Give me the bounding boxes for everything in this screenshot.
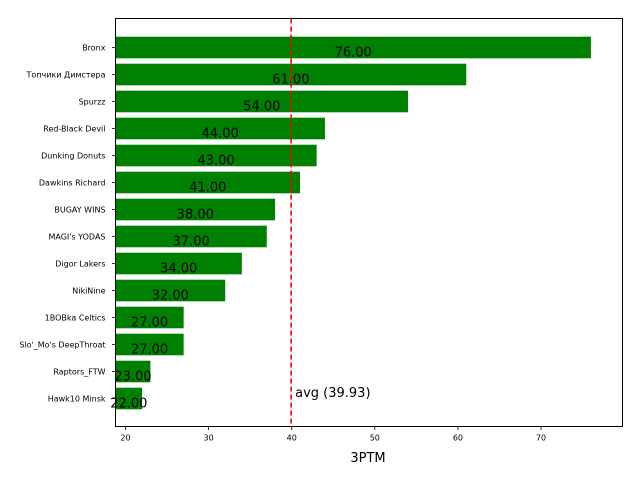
bar xyxy=(115,360,151,383)
bar xyxy=(115,387,143,410)
x-tick-label: 40 xyxy=(287,434,297,443)
bar-value-label: 27.00 xyxy=(131,316,168,331)
bar-value-label: 76.00 xyxy=(335,46,372,61)
bar-value-label: 22.00 xyxy=(110,397,147,412)
y-tick-label: MAGI's YODAS xyxy=(48,233,105,242)
x-axis-title: 3PTM xyxy=(350,451,385,466)
y-tick-label: BUGAY WINS xyxy=(54,206,105,215)
bar-value-label: 23.00 xyxy=(114,370,151,385)
y-tick-label: Hawk10 Minsk xyxy=(48,395,106,404)
bar xyxy=(115,144,317,167)
bar-value-label: 43.00 xyxy=(197,154,234,169)
y-tick-label: Bronx xyxy=(82,44,106,53)
bar xyxy=(115,333,184,356)
x-tick-label: 70 xyxy=(536,434,546,443)
y-tick-label: Slo'_Mo's DeepThroat xyxy=(19,341,105,350)
x-axis-ticks: 20 30 40 50 60 70 xyxy=(120,426,546,443)
bars-group xyxy=(115,36,591,410)
y-tick-label: Digor Lakers xyxy=(55,260,105,269)
bar xyxy=(115,171,301,194)
bar xyxy=(115,36,591,59)
bar-value-label: 44.00 xyxy=(202,127,239,142)
x-tick-label: 30 xyxy=(203,434,213,443)
y-tick-label: 1BOBka Celtics xyxy=(45,314,106,323)
bar-value-label: 34.00 xyxy=(160,262,197,277)
x-tick-label: 60 xyxy=(453,434,463,443)
y-tick-label: Red-Black Devil xyxy=(43,125,105,134)
bar xyxy=(115,198,276,221)
y-tick-label: Raptors_FTW xyxy=(53,368,105,377)
y-tick-label: Dawkins Richard xyxy=(39,179,106,188)
bar-value-label: 41.00 xyxy=(189,181,226,196)
bar xyxy=(115,252,242,275)
y-tick-label: Spurzz xyxy=(79,98,106,107)
value-labels-group: 76.00 61.00 54.00 44.00 43.00 41.00 38.00 37.00… xyxy=(110,46,372,412)
y-axis-ticks: Bronx Топчики Димстера Spurzz Red-Black Dev… xyxy=(19,44,116,404)
average-label: avg (39.93) xyxy=(295,386,370,401)
bar-value-label: 54.00 xyxy=(243,100,280,115)
bar xyxy=(115,90,409,113)
x-tick-label: 20 xyxy=(120,434,130,443)
x-tick-label: 50 xyxy=(370,434,380,443)
bar-value-label: 61.00 xyxy=(272,73,309,88)
bar-value-label: 27.00 xyxy=(131,343,168,358)
bar-value-label: 32.00 xyxy=(152,289,189,304)
bar xyxy=(115,225,267,248)
bar xyxy=(115,279,226,302)
bar-value-label: 38.00 xyxy=(177,208,214,223)
bar xyxy=(115,306,184,329)
y-tick-label: Топчики Димстера xyxy=(26,71,106,80)
y-tick-label: Dunking Donuts xyxy=(41,152,105,161)
bar-value-label: 37.00 xyxy=(173,235,210,250)
bar xyxy=(115,117,325,140)
plot-frame xyxy=(115,18,623,427)
y-tick-label: NikiNine xyxy=(72,287,105,296)
